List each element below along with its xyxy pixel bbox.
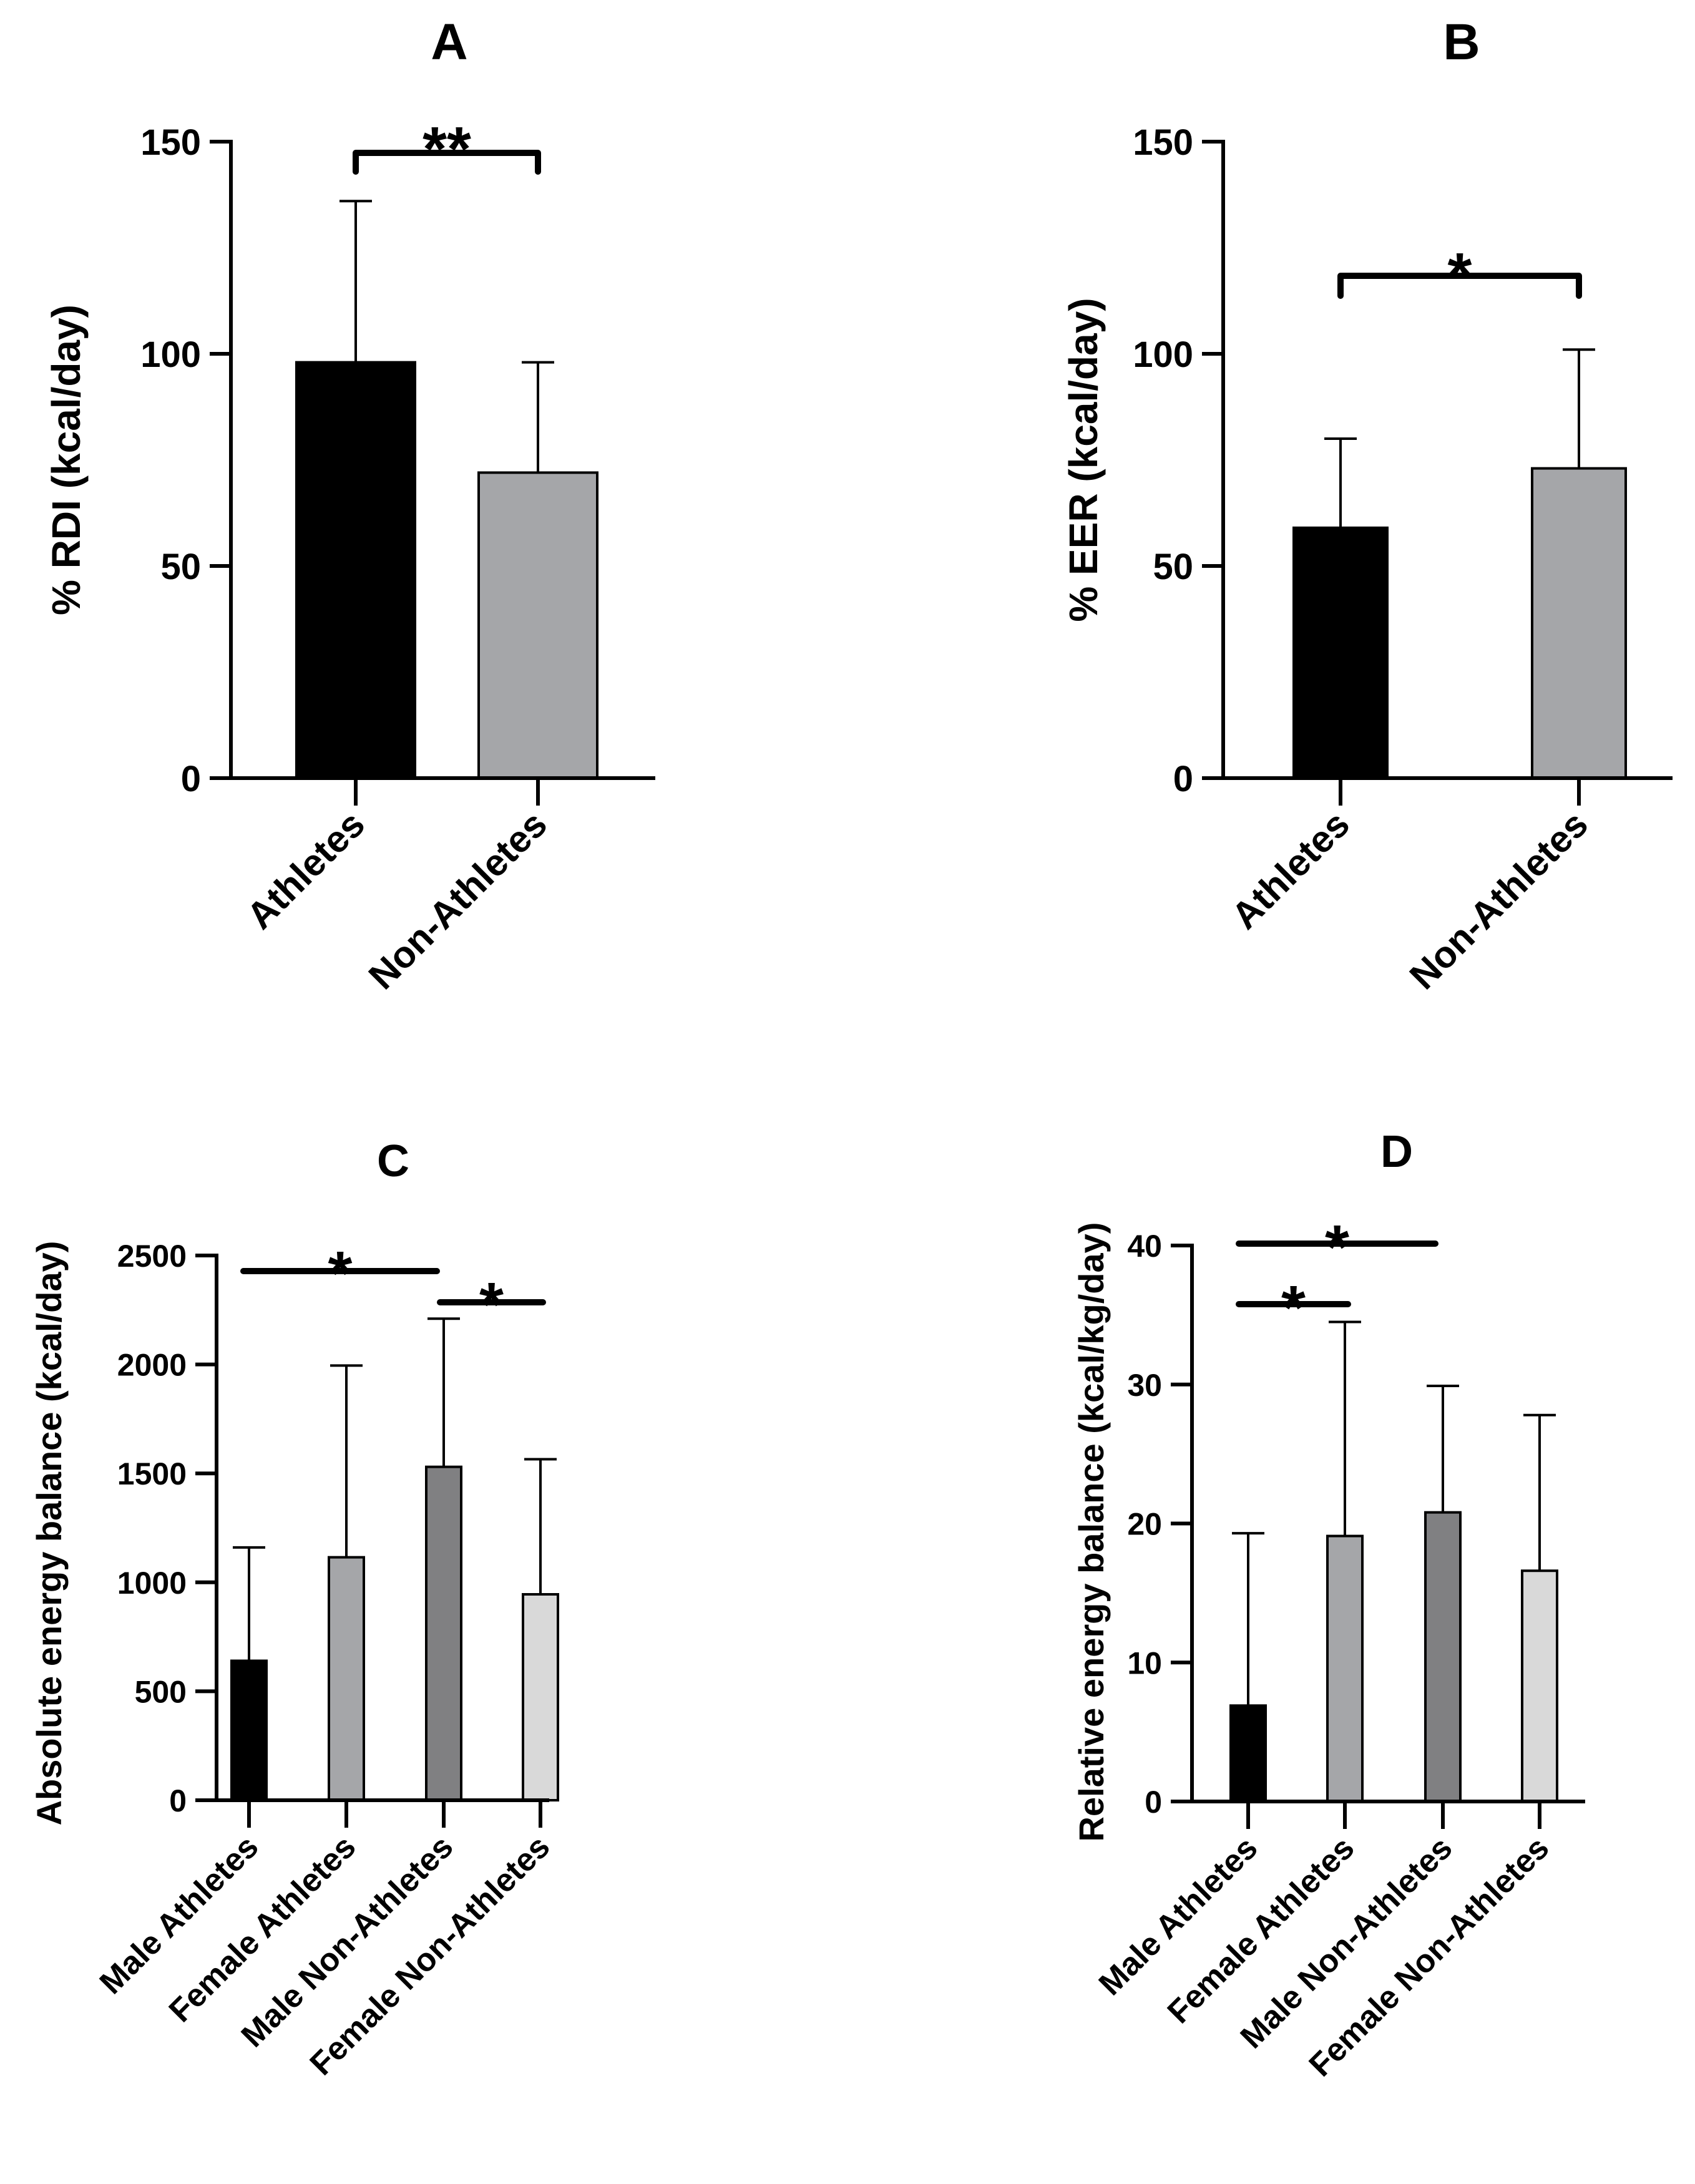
bar-non-athletes <box>477 471 598 780</box>
significance-bracket-1 <box>353 150 541 175</box>
y-tick-label-40: 40 <box>1127 1229 1162 1264</box>
bar-male-non-athletes <box>425 1465 462 1802</box>
y-tick-label-1500: 1500 <box>117 1456 187 1491</box>
y-tick-label-150: 150 <box>140 122 201 163</box>
y-tick-label-30: 30 <box>1127 1368 1162 1403</box>
bar-female-non-athletes <box>1521 1569 1558 1803</box>
y-tick-label-2000: 2000 <box>117 1348 187 1383</box>
y-tick-label-2500: 2500 <box>117 1239 187 1274</box>
bar-non-athletes <box>1531 467 1627 779</box>
y-tick-label-20: 20 <box>1127 1507 1162 1542</box>
significance-bracket-1 <box>1337 273 1582 299</box>
y-axis-label: Absolute energy balance (kcal/day) <box>29 1241 69 1826</box>
y-tick-label-0: 0 <box>169 1783 187 1818</box>
bar-athletes <box>1292 526 1389 779</box>
bar-female-athletes <box>328 1556 365 1802</box>
bar-female-non-athletes <box>522 1593 559 1802</box>
y-tick-label-10: 10 <box>1127 1645 1162 1680</box>
y-tick-label-100: 100 <box>140 334 201 375</box>
y-axis-label: % EER (kcal/day) <box>1061 298 1106 622</box>
chart-title: D <box>1380 1127 1413 1177</box>
y-tick-label-100: 100 <box>1133 334 1193 375</box>
y-axis-label: Relative energy balance (kcal/kg/day) <box>1072 1222 1111 1842</box>
bar-athletes <box>295 361 416 779</box>
y-tick-label-150: 150 <box>1133 122 1193 163</box>
y-tick-label-0: 0 <box>1145 1785 1162 1820</box>
bar-female-athletes <box>1326 1534 1364 1803</box>
bar-male-athletes <box>230 1659 268 1801</box>
significance-label-1: ** <box>423 114 471 184</box>
significance-label-2: * <box>1281 1273 1306 1343</box>
chart-title: A <box>431 14 467 71</box>
y-tick-label-0: 0 <box>181 759 201 799</box>
bar-male-athletes <box>1229 1704 1267 1803</box>
y-tick-label-1000: 1000 <box>117 1566 187 1601</box>
significance-label-1: * <box>1325 1212 1349 1282</box>
chart-title: C <box>377 1136 409 1186</box>
y-tick-label-50: 50 <box>1153 547 1193 587</box>
y-axis-label: % RDI (kcal/day) <box>44 305 89 615</box>
chart-title: B <box>1443 14 1480 71</box>
significance-label-2: * <box>479 1270 504 1340</box>
y-tick-label-0: 0 <box>1173 759 1193 799</box>
significance-label-1: * <box>1448 240 1472 310</box>
significance-label-1: * <box>328 1239 353 1309</box>
y-tick-label-500: 500 <box>135 1674 187 1709</box>
bar-male-non-athletes <box>1424 1511 1462 1803</box>
y-tick-label-50: 50 <box>160 547 201 587</box>
